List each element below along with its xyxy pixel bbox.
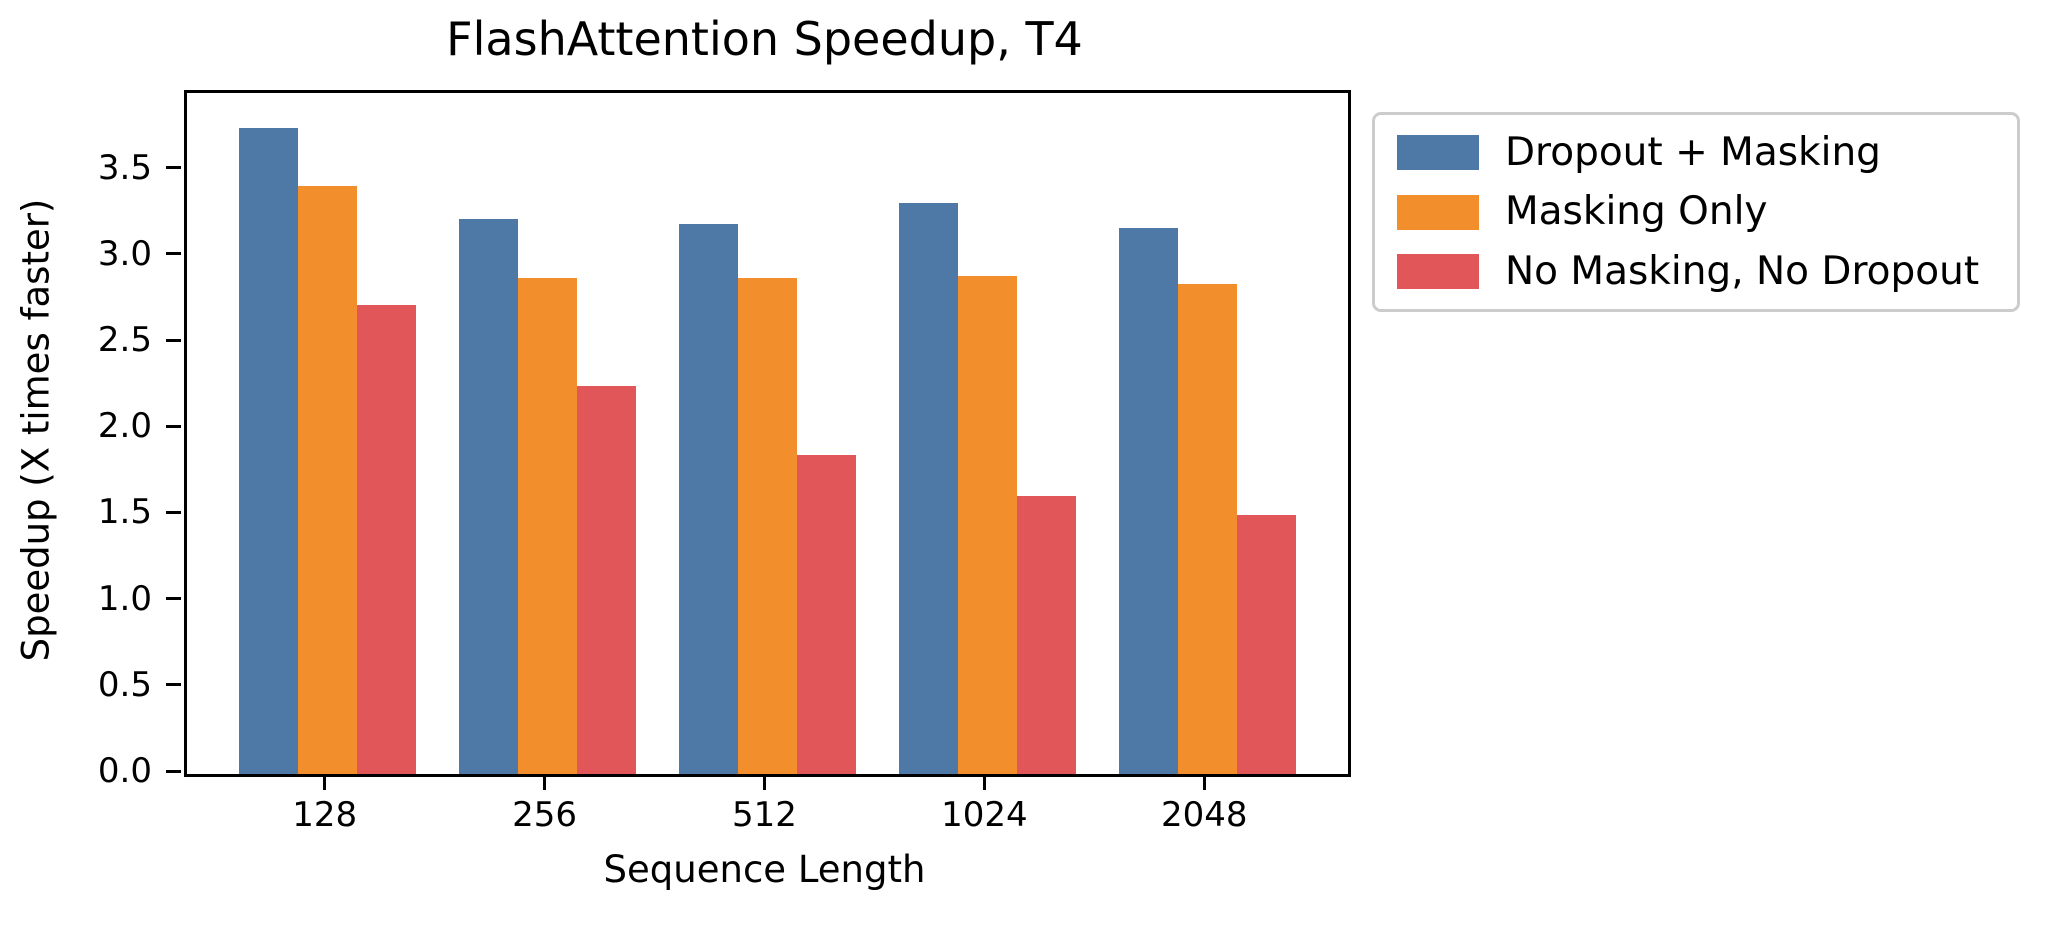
x-tick-label-512: 512	[732, 795, 797, 835]
y-tick-mark-1.5	[166, 510, 181, 514]
x-tick-label-1024: 1024	[941, 795, 1028, 835]
bar-dropout-masking-256	[459, 218, 518, 774]
legend-label-masking-only: Masking Only	[1505, 189, 1768, 234]
legend-swatch-masking-only	[1397, 194, 1479, 230]
legend-item-masking-only: Masking Only	[1397, 190, 2017, 234]
x-tick-mark-256	[543, 774, 547, 790]
x-tick-mark-128	[323, 774, 327, 790]
bar-masking-only-256	[518, 277, 577, 774]
y-tick-mark-2.0	[166, 424, 181, 428]
x-tick-mark-2048	[1202, 774, 1206, 790]
y-tick-label-3.0: 3.0	[97, 233, 152, 274]
bar-dropout-masking-2048	[1119, 227, 1178, 774]
y-tick-mark-3.5	[166, 166, 181, 170]
y-tick-mark-3.0	[166, 252, 181, 256]
y-tick-label-0.0: 0.0	[97, 751, 152, 791]
bar-dropout-masking-1024	[899, 203, 958, 774]
y-tick-mark-2.5	[166, 338, 181, 342]
plot-area	[184, 90, 1351, 777]
y-axis-label: Speedup (X times faster)	[14, 198, 58, 662]
bar-no-masking-no-dropout-128	[357, 305, 416, 774]
legend-item-dropout-masking: Dropout + Masking	[1397, 129, 2017, 175]
y-tick-label-0.5: 0.5	[97, 664, 152, 705]
bar-no-masking-no-dropout-256	[577, 386, 636, 774]
y-tick-label-1.5: 1.5	[97, 492, 152, 533]
y-tick-mark-1.0	[166, 597, 181, 601]
legend-label-no-masking-no-dropout: No Masking, No Dropout	[1505, 248, 1980, 294]
bar-masking-only-128	[298, 186, 357, 774]
chart-title: FlashAttention Speedup, T4	[446, 12, 1083, 66]
bar-no-masking-no-dropout-2048	[1237, 515, 1296, 774]
x-tick-label-2048: 2048	[1161, 795, 1248, 835]
bar-masking-only-1024	[958, 275, 1017, 774]
x-tick-mark-512	[763, 774, 766, 790]
x-tick-label-256: 256	[512, 795, 578, 835]
legend-item-no-masking-no-dropout: No Masking, No Dropout	[1397, 248, 2017, 294]
legend-swatch-dropout-masking	[1397, 135, 1479, 170]
bar-masking-only-2048	[1178, 284, 1237, 774]
x-axis-label: Sequence Length	[603, 848, 926, 891]
y-tick-mark-0.5	[166, 683, 181, 687]
bar-dropout-masking-128	[239, 127, 298, 774]
y-tick-label-1.0: 1.0	[97, 578, 152, 619]
y-tick-label-2.5: 2.5	[97, 320, 152, 360]
y-tick-label-2.0: 2.0	[97, 406, 152, 447]
bar-no-masking-no-dropout-512	[797, 455, 856, 774]
bar-masking-only-512	[738, 277, 797, 774]
x-tick-label-128: 128	[292, 795, 358, 835]
bar-dropout-masking-512	[679, 224, 738, 774]
legend-swatch-no-masking-no-dropout	[1397, 254, 1479, 289]
bar-no-masking-no-dropout-1024	[1017, 496, 1076, 774]
y-tick-label-3.5: 3.5	[97, 147, 152, 188]
legend-label-dropout-masking: Dropout + Masking	[1505, 129, 1881, 175]
legend: Dropout + Masking Masking Only No Masking,…	[1372, 112, 2020, 312]
y-tick-mark-0.0	[166, 769, 181, 773]
x-tick-mark-1024	[982, 774, 986, 790]
